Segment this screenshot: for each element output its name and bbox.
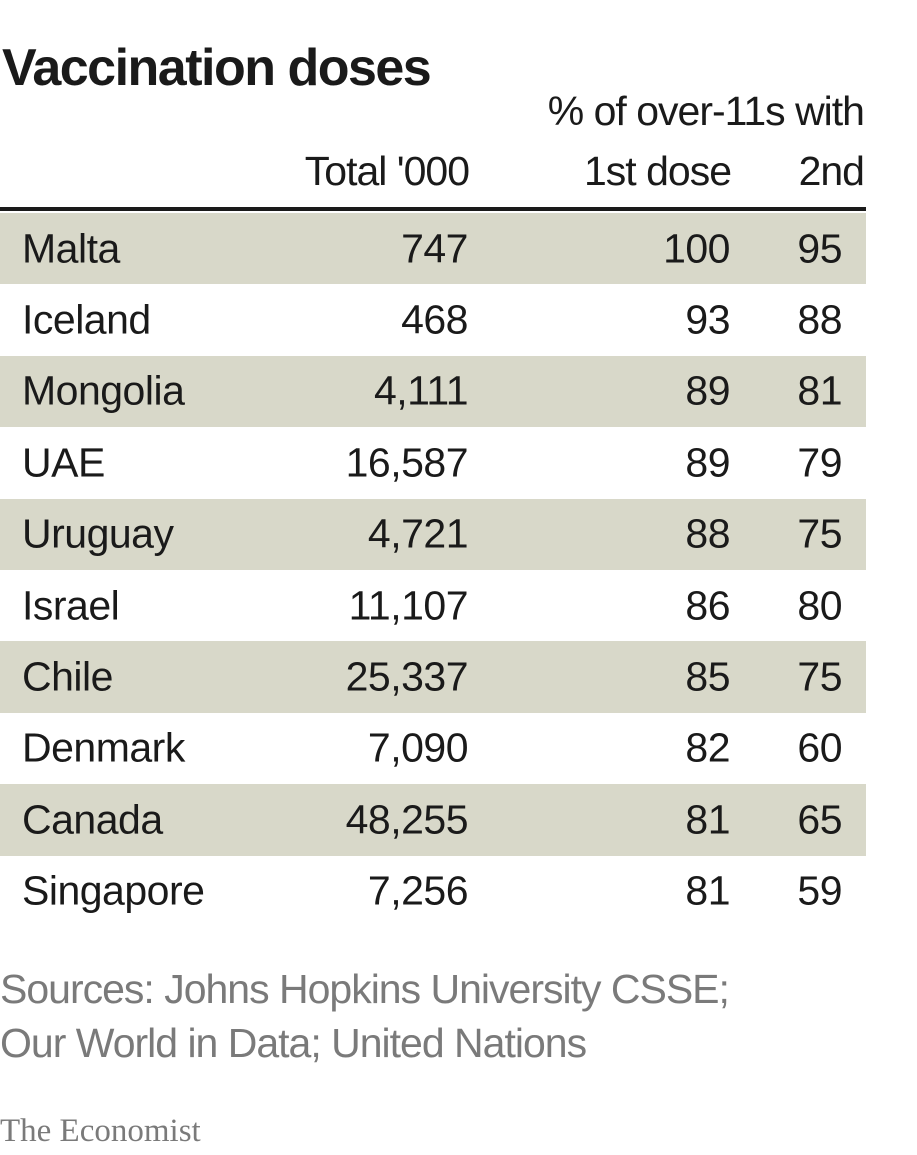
header-rule <box>0 207 866 211</box>
cell-country: Singapore <box>22 867 205 914</box>
cell-total: 468 <box>401 296 468 343</box>
group-header: % of over-11s with <box>547 88 865 134</box>
cell-first-dose: 85 <box>685 653 730 700</box>
table-row: Chile 25,337 85 75 <box>0 641 866 713</box>
cell-first-dose: 82 <box>685 724 730 771</box>
cell-first-dose: 88 <box>685 510 730 557</box>
cell-total: 4,721 <box>367 510 469 557</box>
table-row: Malta 747 100 95 <box>0 213 866 285</box>
cell-first-dose: 81 <box>685 796 730 843</box>
cell-country: Chile <box>22 653 113 700</box>
table-row: Iceland 468 93 88 <box>0 284 866 355</box>
cell-country: Iceland <box>22 296 151 343</box>
cell-total: 747 <box>401 225 468 272</box>
column-header-second-dose: 2nd <box>798 148 865 194</box>
cell-first-dose: 89 <box>685 439 730 486</box>
cell-country: Uruguay <box>22 510 174 557</box>
cell-second-dose: 75 <box>797 653 842 700</box>
cell-first-dose: 93 <box>685 296 730 343</box>
cell-first-dose: 100 <box>663 225 730 272</box>
cell-second-dose: 81 <box>797 367 842 414</box>
cell-country: Denmark <box>22 724 185 771</box>
cell-second-dose: 80 <box>797 582 842 629</box>
cell-total: 25,337 <box>345 653 469 700</box>
cell-first-dose: 81 <box>685 867 730 914</box>
cell-second-dose: 95 <box>797 225 842 272</box>
source-note: Sources: Johns Hopkins University CSSE; … <box>0 962 730 1070</box>
table-row: UAE 16,587 89 79 <box>0 427 866 498</box>
brand-logo: The Economist <box>0 1113 201 1149</box>
cell-first-dose: 89 <box>685 367 730 414</box>
table-row: Uruguay 4,721 88 75 <box>0 498 866 570</box>
cell-second-dose: 88 <box>797 296 842 343</box>
cell-second-dose: 75 <box>797 510 842 557</box>
table-row: Mongolia 4,111 89 81 <box>0 355 866 428</box>
column-header-total: Total '000 <box>304 148 470 194</box>
table-row: Canada 48,255 81 65 <box>0 784 866 856</box>
column-header-first-dose: 1st dose <box>584 148 732 194</box>
source-line-2: Our World in Data; United Nations <box>0 1020 587 1066</box>
table-body: Malta 747 100 95 Iceland 468 93 88 Mongolia 4,111… <box>0 213 866 927</box>
cell-first-dose: 86 <box>685 582 730 629</box>
cell-total: 7,090 <box>367 724 469 771</box>
table-row: Israel 11,107 86 80 <box>0 570 866 641</box>
cell-country: Mongolia <box>22 367 185 414</box>
cell-total: 11,107 <box>348 582 469 629</box>
cell-second-dose: 65 <box>797 796 842 843</box>
cell-second-dose: 79 <box>797 439 842 486</box>
cell-total: 4,111 <box>373 367 469 414</box>
chart-title: Vaccination doses <box>2 39 432 97</box>
cell-country: Malta <box>22 225 120 272</box>
cell-country: Canada <box>22 796 163 843</box>
source-line-1: Sources: Johns Hopkins University CSSE; <box>0 966 730 1012</box>
cell-total: 48,255 <box>345 796 469 843</box>
cell-total: 16,587 <box>345 439 469 486</box>
table-row: Denmark 7,090 82 60 <box>0 713 866 784</box>
cell-second-dose: 59 <box>797 867 842 914</box>
cell-country: UAE <box>22 439 105 486</box>
table-row: Singapore 7,256 81 59 <box>0 856 866 927</box>
cell-country: Israel <box>22 582 120 629</box>
cell-second-dose: 60 <box>797 724 842 771</box>
cell-total: 7,256 <box>367 867 469 914</box>
